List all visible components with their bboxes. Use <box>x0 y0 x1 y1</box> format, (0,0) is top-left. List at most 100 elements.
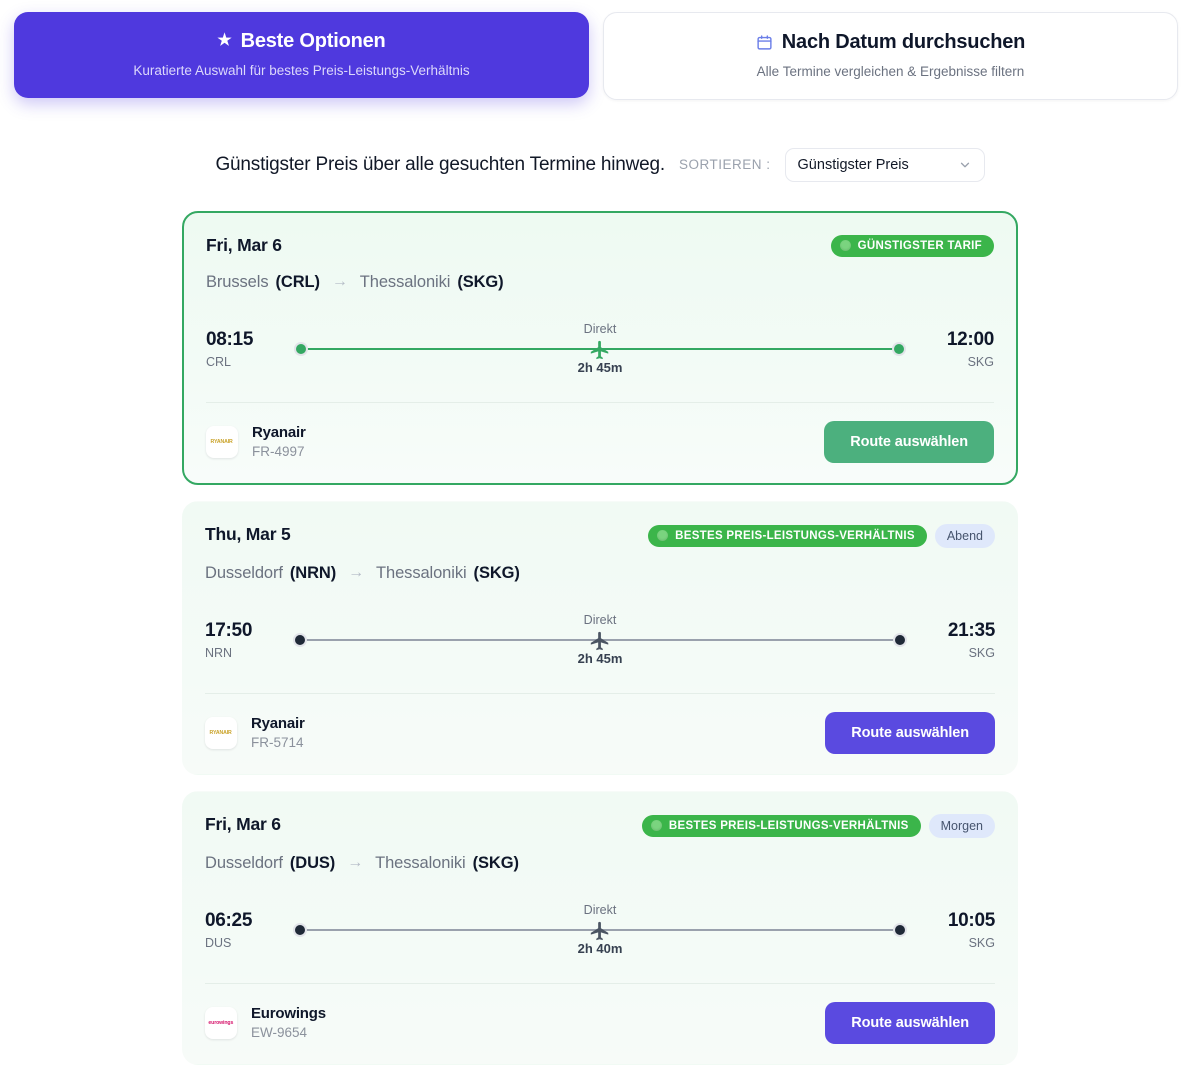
sort-bar: Günstigster Preis über alle gesuchten Te… <box>0 147 1200 182</box>
flight-badges: GÜNSTIGSTER TARIF <box>830 234 994 257</box>
origin-code: (DUS) <box>289 853 336 872</box>
flight-badges: BESTES PREIS-LEISTUNGS-VERHÄLTNIS Abend <box>648 523 995 548</box>
flight-badges: BESTES PREIS-LEISTUNGS-VERHÄLTNIS Morgen <box>641 813 995 838</box>
flight-card[interactable]: Fri, Mar 6 GÜNSTIGSTER TARIF Brussels (C… <box>182 210 1018 485</box>
flight-timeline: 17:50 NRN Direkt 2h 45m 21:35 SKG <box>205 613 995 693</box>
airline-name: Ryanair <box>251 715 305 733</box>
destination-city: Thessaloniki <box>359 272 451 291</box>
tab-search-by-date-title: Nach Datum durchsuchen <box>624 29 1157 55</box>
timeline-end-dot <box>893 632 907 647</box>
timeline-track-area: Direkt 2h 45m <box>294 322 906 376</box>
dot-icon <box>839 240 851 252</box>
airline-logo-text: eurowings <box>208 1019 234 1026</box>
sort-select-value: Günstigster Preis <box>797 156 909 173</box>
airline-logo: eurowings <box>205 1006 237 1039</box>
status-badge-label: BESTES PREIS-LEISTUNGS-VERHÄLTNIS <box>675 529 915 542</box>
status-badge: BESTES PREIS-LEISTUNGS-VERHÄLTNIS <box>641 814 921 837</box>
plane-icon <box>589 339 611 361</box>
flight-date: Thu, Mar 5 <box>205 523 291 544</box>
origin-code: (NRN) <box>289 563 337 582</box>
stops-label: Direkt <box>583 902 617 917</box>
flight-card-header: Thu, Mar 5 BESTES PREIS-LEISTUNGS-VERHÄL… <box>205 523 995 548</box>
status-badge: BESTES PREIS-LEISTUNGS-VERHÄLTNIS <box>648 524 927 547</box>
flight-card-footer: eurowings Eurowings EW-9654 Route auswäh… <box>205 982 995 1064</box>
flight-timeline: 06:25 DUS Direkt 2h 40m 10:05 SKG <box>205 903 995 983</box>
tab-search-by-date-subtitle: Alle Termine vergleichen & Ergebnisse fi… <box>756 64 1025 79</box>
tab-best-options-title: ★ Beste Optionen <box>34 28 569 54</box>
airline-logo: RYANAIR <box>206 425 238 458</box>
status-badge-label: BESTES PREIS-LEISTUNGS-VERHÄLTNIS <box>668 819 909 832</box>
results-heading: Günstigster Preis über alle gesuchten Te… <box>215 153 665 175</box>
sort-select[interactable]: Günstigster Preis <box>784 147 985 182</box>
stops-label: Direkt <box>583 321 617 336</box>
flight-date: Fri, Mar 6 <box>206 234 282 255</box>
departure-block: 08:15 CRL <box>206 329 276 369</box>
departure-time: 06:25 <box>205 909 253 931</box>
departure-airport-code: NRN <box>205 645 233 660</box>
calendar-icon <box>756 34 773 51</box>
arrow-right-icon: → <box>347 854 364 872</box>
timeline-end-dot <box>892 341 906 356</box>
flight-card[interactable]: Thu, Mar 5 BESTES PREIS-LEISTUNGS-VERHÄL… <box>182 500 1018 775</box>
arrow-right-icon: → <box>331 273 348 291</box>
airline-info: RYANAIR Ryanair FR-4997 <box>206 424 306 459</box>
airline-name: Eurowings <box>251 1005 326 1023</box>
destination-code: (SKG) <box>457 272 504 291</box>
flight-card-header: Fri, Mar 6 GÜNSTIGSTER TARIF <box>206 234 994 257</box>
flight-number: FR-4997 <box>252 444 305 460</box>
tab-search-by-date[interactable]: Nach Datum durchsuchen Alle Termine verg… <box>603 12 1178 100</box>
flight-card[interactable]: Fri, Mar 6 BESTES PREIS-LEISTUNGS-VERHÄL… <box>182 790 1018 1065</box>
tab-best-options-subtitle: Kuratierte Auswahl für bestes Preis-Leis… <box>133 63 470 78</box>
arrow-right-icon: → <box>348 564 365 582</box>
flight-number: EW-9654 <box>251 1025 308 1041</box>
plane-icon <box>589 920 611 942</box>
select-route-button[interactable]: Route auswählen <box>825 1001 995 1044</box>
tab-best-options[interactable]: ★ Beste Optionen Kuratierte Auswahl für … <box>14 12 589 98</box>
plane-icon <box>589 630 611 652</box>
airline-logo-text: RYANAIR <box>210 438 234 445</box>
arrival-block: 12:00 SKG <box>924 329 994 369</box>
arrival-block: 21:35 SKG <box>925 620 995 660</box>
dot-icon <box>650 820 662 832</box>
route-summary: Dusseldorf (DUS) → Thessaloniki (SKG) <box>205 854 995 873</box>
timeline-track-area: Direkt 2h 40m <box>293 903 907 957</box>
select-route-button[interactable]: Route auswählen <box>825 711 995 754</box>
airline-name: Ryanair <box>252 424 306 442</box>
timeline-start-dot <box>293 632 307 647</box>
airline-logo-text: RYANAIR <box>209 729 233 736</box>
airline-info: eurowings Eurowings EW-9654 <box>205 1005 326 1040</box>
departure-block: 06:25 DUS <box>205 910 275 950</box>
arrival-airport-code: SKG <box>967 354 994 369</box>
destination-code: (SKG) <box>473 563 520 582</box>
flight-number: FR-5714 <box>251 735 304 751</box>
flight-card-header: Fri, Mar 6 BESTES PREIS-LEISTUNGS-VERHÄL… <box>205 813 995 838</box>
destination-city: Thessaloniki <box>375 853 466 872</box>
flight-duration: 2h 40m <box>577 940 623 956</box>
flight-duration: 2h 45m <box>577 359 623 375</box>
timeline-start-dot <box>293 922 307 937</box>
arrival-airport-code: SKG <box>968 645 995 660</box>
departure-time: 08:15 <box>206 328 254 350</box>
arrival-airport-code: SKG <box>968 935 995 950</box>
sort-label: SORTIEREN : <box>679 157 771 173</box>
departure-airport-code: DUS <box>205 935 232 950</box>
destination-code: (SKG) <box>472 853 519 872</box>
departure-time: 17:50 <box>205 619 253 641</box>
origin-city: Brussels <box>206 272 269 291</box>
arrival-time: 12:00 <box>946 328 994 350</box>
flight-card-footer: RYANAIR Ryanair FR-5714 Route auswählen <box>205 692 995 774</box>
timeline-track-area: Direkt 2h 45m <box>293 613 907 667</box>
select-route-button[interactable]: Route auswählen <box>824 420 994 463</box>
star-icon: ★ <box>217 32 232 49</box>
arrival-time: 10:05 <box>947 909 995 931</box>
time-of-day-badge: Abend <box>934 523 995 548</box>
departure-block: 17:50 NRN <box>205 620 275 660</box>
route-summary: Dusseldorf (NRN) → Thessaloniki (SKG) <box>205 564 995 583</box>
tab-best-options-label: Beste Optionen <box>240 30 386 52</box>
destination-city: Thessaloniki <box>376 563 467 582</box>
flight-duration: 2h 45m <box>577 650 623 666</box>
origin-city: Dusseldorf <box>205 853 283 872</box>
airline-info: RYANAIR Ryanair FR-5714 <box>205 715 305 750</box>
flight-date: Fri, Mar 6 <box>205 813 281 834</box>
origin-city: Dusseldorf <box>205 563 283 582</box>
